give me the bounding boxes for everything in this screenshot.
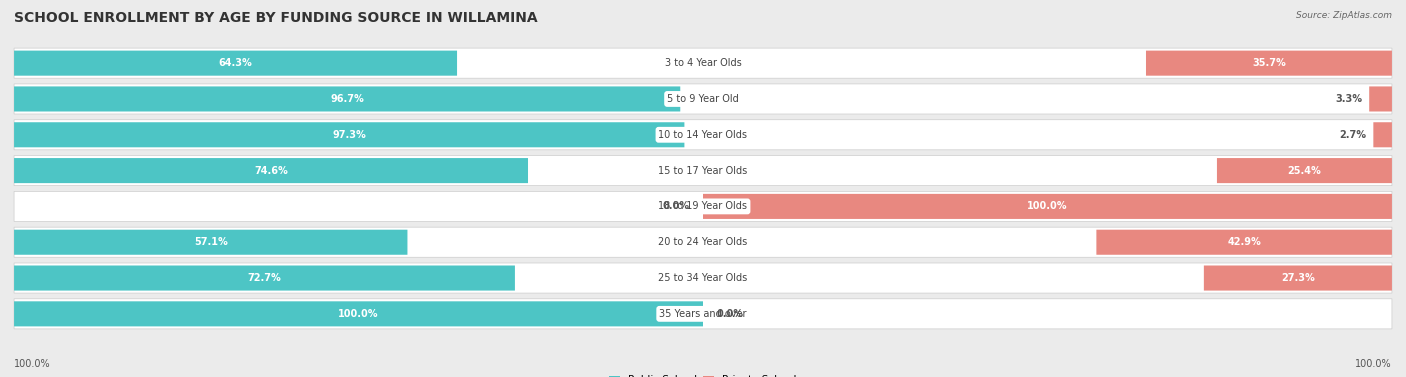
Text: 57.1%: 57.1% [194, 237, 228, 247]
FancyBboxPatch shape [1374, 122, 1392, 147]
FancyBboxPatch shape [14, 86, 681, 112]
FancyBboxPatch shape [703, 194, 1392, 219]
Text: 20 to 24 Year Olds: 20 to 24 Year Olds [658, 237, 748, 247]
Text: 97.3%: 97.3% [332, 130, 366, 140]
Text: 64.3%: 64.3% [219, 58, 253, 68]
Text: 5 to 9 Year Old: 5 to 9 Year Old [666, 94, 740, 104]
Text: 74.6%: 74.6% [254, 166, 288, 176]
FancyBboxPatch shape [14, 122, 685, 147]
FancyBboxPatch shape [1097, 230, 1392, 255]
FancyBboxPatch shape [1218, 158, 1392, 183]
Text: 25 to 34 Year Olds: 25 to 34 Year Olds [658, 273, 748, 283]
FancyBboxPatch shape [14, 265, 515, 291]
FancyBboxPatch shape [14, 301, 703, 326]
Text: 27.3%: 27.3% [1281, 273, 1315, 283]
FancyBboxPatch shape [1204, 265, 1392, 291]
FancyBboxPatch shape [14, 299, 1392, 329]
FancyBboxPatch shape [14, 192, 1392, 221]
FancyBboxPatch shape [1369, 86, 1392, 112]
Text: 18 to 19 Year Olds: 18 to 19 Year Olds [658, 201, 748, 211]
FancyBboxPatch shape [14, 227, 1392, 257]
Text: SCHOOL ENROLLMENT BY AGE BY FUNDING SOURCE IN WILLAMINA: SCHOOL ENROLLMENT BY AGE BY FUNDING SOUR… [14, 11, 537, 25]
Text: 42.9%: 42.9% [1227, 237, 1261, 247]
Text: Source: ZipAtlas.com: Source: ZipAtlas.com [1296, 11, 1392, 20]
Text: 10 to 14 Year Olds: 10 to 14 Year Olds [658, 130, 748, 140]
FancyBboxPatch shape [1146, 51, 1392, 76]
FancyBboxPatch shape [14, 263, 1392, 293]
Text: 35.7%: 35.7% [1253, 58, 1286, 68]
FancyBboxPatch shape [14, 230, 408, 255]
Text: 35 Years and over: 35 Years and over [659, 309, 747, 319]
Text: 100.0%: 100.0% [1355, 359, 1392, 369]
Text: 96.7%: 96.7% [330, 94, 364, 104]
FancyBboxPatch shape [14, 84, 1392, 114]
Text: 100.0%: 100.0% [339, 309, 378, 319]
Text: 100.0%: 100.0% [1028, 201, 1067, 211]
FancyBboxPatch shape [14, 120, 1392, 150]
Text: 15 to 17 Year Olds: 15 to 17 Year Olds [658, 166, 748, 176]
FancyBboxPatch shape [14, 51, 457, 76]
FancyBboxPatch shape [14, 156, 1392, 185]
Text: 3 to 4 Year Olds: 3 to 4 Year Olds [665, 58, 741, 68]
FancyBboxPatch shape [14, 48, 1392, 78]
FancyBboxPatch shape [14, 158, 529, 183]
Text: 0.0%: 0.0% [662, 201, 689, 211]
Text: 25.4%: 25.4% [1288, 166, 1322, 176]
Text: 100.0%: 100.0% [14, 359, 51, 369]
Text: 3.3%: 3.3% [1336, 94, 1362, 104]
Text: 0.0%: 0.0% [717, 309, 744, 319]
Text: 2.7%: 2.7% [1340, 130, 1367, 140]
Legend: Public School, Private School: Public School, Private School [605, 371, 801, 377]
Text: 72.7%: 72.7% [247, 273, 281, 283]
